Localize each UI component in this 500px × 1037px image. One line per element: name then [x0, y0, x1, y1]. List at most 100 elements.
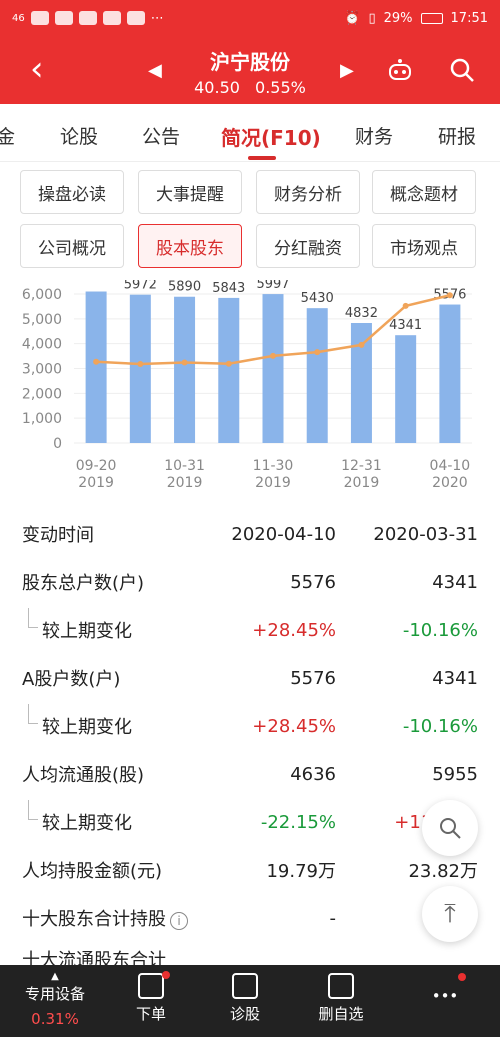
row-value-1: 4636 — [290, 763, 336, 785]
tab-0[interactable]: 金 — [0, 126, 16, 148]
order-button[interactable]: 下单 — [106, 971, 196, 1024]
y-tick-label: 0 — [53, 436, 62, 452]
x-tick-label: 12-31 — [341, 458, 382, 474]
tab-announcement[interactable]: 公告 — [142, 126, 181, 148]
table-row: 人均流通股(股) 4636 5955 — [0, 750, 500, 798]
table-row: A股户数(户) 5576 4341 — [0, 654, 500, 702]
x-tick-label: 11-30 — [253, 458, 294, 474]
tab-finance[interactable]: 财务 — [355, 126, 394, 148]
bar — [306, 308, 328, 443]
stock-price: 40.50 0.55% — [0, 78, 500, 97]
bar-value-label: 5997 — [256, 280, 289, 292]
search-icon[interactable] — [448, 56, 476, 84]
y-tick-label: 4,000 — [22, 337, 62, 353]
row-label: 人均持股金额(元) — [22, 861, 163, 882]
btn-dashi[interactable]: 大事提醒 — [138, 170, 242, 214]
bar-value-label: 4341 — [389, 318, 422, 333]
tab-research[interactable]: 研报 — [438, 126, 477, 148]
row-label: A股户数(户) — [22, 669, 121, 690]
btn-gongsi[interactable]: 公司概况 — [20, 224, 124, 268]
y-tick-label: 1,000 — [22, 411, 62, 427]
robot-icon[interactable] — [386, 56, 414, 84]
remove-watchlist-button[interactable]: 删自选 — [296, 973, 386, 1024]
vibrate-icon: ▯ — [368, 10, 376, 26]
row-value-1: +28.45% — [252, 715, 336, 737]
price: 40.50 — [194, 78, 240, 97]
change: 0.55% — [255, 78, 306, 97]
bar — [439, 304, 461, 443]
table-row: 人均持股金额(元) 19.79万 23.82万 — [0, 846, 500, 894]
btn-fenhong[interactable]: 分红融资 — [256, 224, 360, 268]
x-tick-label: 2019 — [344, 475, 380, 491]
stock-header: ‹ ◀ 沪宁股份 40.50 0.55% ▶ — [0, 36, 500, 104]
tree-connector — [28, 800, 38, 820]
bar — [129, 294, 151, 443]
x-tick-label: 04-10 — [430, 458, 471, 474]
btn-gainian[interactable]: 概念题材 — [372, 170, 476, 214]
row-label: 人均流通股(股) — [22, 765, 145, 786]
back-to-top-icon[interactable]: ⤒ — [422, 886, 478, 942]
diagnose-button[interactable]: 诊股 — [200, 973, 290, 1024]
zoom-search-icon[interactable] — [422, 800, 478, 856]
prev-stock-icon[interactable]: ◀ — [148, 60, 162, 81]
btn-guben[interactable]: 股本股东 — [138, 224, 242, 268]
line-point — [181, 359, 188, 366]
header-date-2: 2020-03-31 — [373, 523, 478, 545]
btn-caopan[interactable]: 操盘必读 — [20, 170, 124, 214]
sector-label: 专用设备 — [24, 985, 85, 1003]
bar — [262, 294, 284, 443]
bar-value-label: 5890 — [168, 280, 201, 295]
bar-value-label: 5972 — [124, 280, 157, 293]
table-row: 较上期变化 +28.45% -10.16% — [0, 702, 500, 750]
tab-bar: 金 论股 公告 简况(F10) 财务 研报 — [0, 104, 500, 162]
tab-lungu[interactable]: 论股 — [60, 126, 99, 148]
y-tick-label: 2,000 — [22, 386, 62, 402]
row-value-2: -10.16% — [402, 619, 478, 641]
bar — [395, 335, 417, 443]
table-row: 较上期变化 +28.45% -10.16% — [0, 606, 500, 654]
x-tick-label: 2019 — [255, 475, 291, 491]
signal-text: 46 — [12, 12, 25, 24]
status-bar: 46 ⋯ ⏰ ▯ 29% 17:51 — [0, 0, 500, 36]
line-point — [446, 292, 453, 299]
battery-text: 29% — [383, 10, 413, 26]
y-tick-label: 6,000 — [22, 287, 62, 303]
line-point — [314, 349, 321, 356]
line-point — [137, 361, 144, 368]
bottom-toolbar: ▲ 专用设备 0.31% 下单 诊股 删自选 ••• — [0, 965, 500, 1037]
btn-caiwu[interactable]: 财务分析 — [256, 170, 360, 214]
sector-change: 0.31% — [31, 1010, 79, 1028]
row-label: 十大流通股东合计 — [22, 950, 166, 966]
row-value-1: 19.79万 — [266, 861, 336, 882]
table-row: 股东总户数(户) 5576 4341 — [0, 558, 500, 606]
bar — [350, 323, 372, 443]
back-icon[interactable]: ‹ — [30, 49, 44, 89]
row-sublabel: 较上期变化 — [42, 813, 132, 834]
y-tick-label: 3,000 — [22, 362, 62, 378]
holder-chart: 6,000 5,000 4,000 3,000 2,000 1,000 0 5972 5890 5… — [22, 280, 472, 491]
row-sublabel: 较上期变化 — [42, 717, 132, 738]
row-value-1: 5576 — [290, 667, 336, 689]
btn-shichang[interactable]: 市场观点 — [372, 224, 476, 268]
active-tab-indicator — [248, 156, 276, 160]
line-point — [270, 352, 276, 359]
table-row-cut: 十大流通股东合计 — [0, 942, 500, 966]
x-tick-label: 2020 — [432, 475, 468, 491]
next-stock-icon[interactable]: ▶ — [340, 60, 354, 81]
row-sublabel: 较上期变化 — [42, 621, 132, 642]
order-icon — [138, 973, 164, 999]
tree-connector — [28, 608, 38, 628]
sector-item[interactable]: ▲ 专用设备 0.31% — [10, 972, 100, 1029]
line-point — [93, 358, 100, 365]
more-button[interactable]: ••• — [400, 973, 490, 1005]
info-icon[interactable]: i — [170, 912, 188, 930]
row-value-2: 5955 — [432, 763, 478, 785]
more-label: ••• — [431, 987, 459, 1005]
header-label: 变动时间 — [22, 525, 94, 546]
row-value-1: - — [329, 907, 337, 929]
table-header: 变动时间 2020-04-10 2020-03-31 — [0, 510, 500, 558]
tab-f10[interactable]: 简况(F10) — [221, 126, 321, 150]
row-value-1: 5576 — [290, 571, 336, 593]
battery-icon — [420, 12, 443, 24]
row-label: 十大股东合计持股 i — [22, 905, 188, 931]
